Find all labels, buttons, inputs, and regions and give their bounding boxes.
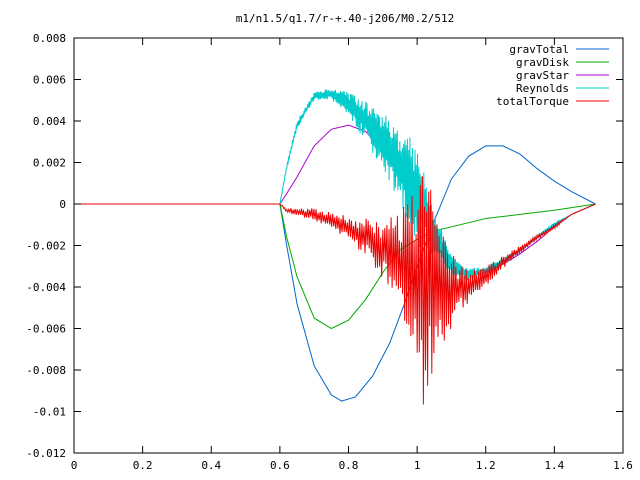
y-tick-label: 0.008 xyxy=(33,32,66,45)
legend: gravTotalgravDiskgravStarReynoldstotalTo… xyxy=(496,43,609,108)
series-line-gravTotal xyxy=(279,145,596,402)
x-tick-label: 0.6 xyxy=(270,459,290,472)
y-tick-label: -0.008 xyxy=(26,364,66,377)
y-tick-label: -0.012 xyxy=(26,447,66,460)
y-tick-label: 0.004 xyxy=(33,115,66,128)
chart-title: m1/n1.5/q1.7/r-+.40-j206/M0.2/512 xyxy=(236,12,455,25)
x-tick-label: 1.2 xyxy=(476,459,496,472)
axis-ticks: 0 0.2 0.4 0.6 0.8 1 1.2 1.4 1.6 0.008 0.006 0.004 0.… xyxy=(26,32,633,472)
x-tick-label: 0 xyxy=(71,459,78,472)
y-tick-label: -0.01 xyxy=(33,406,66,419)
plot-marks xyxy=(74,89,596,405)
x-tick-label: 0.8 xyxy=(339,459,359,472)
y-tick-label: 0.006 xyxy=(33,74,66,87)
x-tick-label: 0.4 xyxy=(201,459,221,472)
y-tick-label: 0.002 xyxy=(33,157,66,170)
y-tick-label: 0 xyxy=(59,198,66,211)
x-tick-label: 1 xyxy=(414,459,421,472)
x-tick-label: 1.4 xyxy=(544,459,564,472)
y-tick-label: -0.006 xyxy=(26,323,66,336)
legend-label: totalTorque xyxy=(496,95,569,108)
legend-label: Reynolds xyxy=(516,82,569,95)
legend-label: gravStar xyxy=(516,69,569,82)
x-tick-label: 0.2 xyxy=(133,459,153,472)
x-tick-label: 1.6 xyxy=(613,459,633,472)
legend-label: gravDisk xyxy=(516,56,569,69)
series-line-totalTorque xyxy=(74,176,596,405)
y-tick-label: -0.004 xyxy=(26,281,66,294)
legend-label: gravTotal xyxy=(509,43,569,56)
y-tick-label: -0.002 xyxy=(26,240,66,253)
